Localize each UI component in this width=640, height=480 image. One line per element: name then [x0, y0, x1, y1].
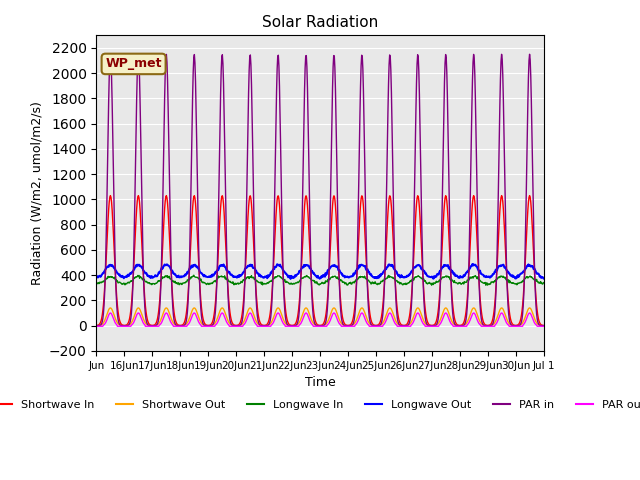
- Y-axis label: Radiation (W/m2, umol/m2/s): Radiation (W/m2, umol/m2/s): [30, 101, 44, 285]
- Text: WP_met: WP_met: [106, 58, 162, 71]
- Title: Solar Radiation: Solar Radiation: [262, 15, 378, 30]
- Legend: Shortwave In, Shortwave Out, Longwave In, Longwave Out, PAR in, PAR out: Shortwave In, Shortwave Out, Longwave In…: [0, 396, 640, 415]
- X-axis label: Time: Time: [305, 376, 335, 389]
